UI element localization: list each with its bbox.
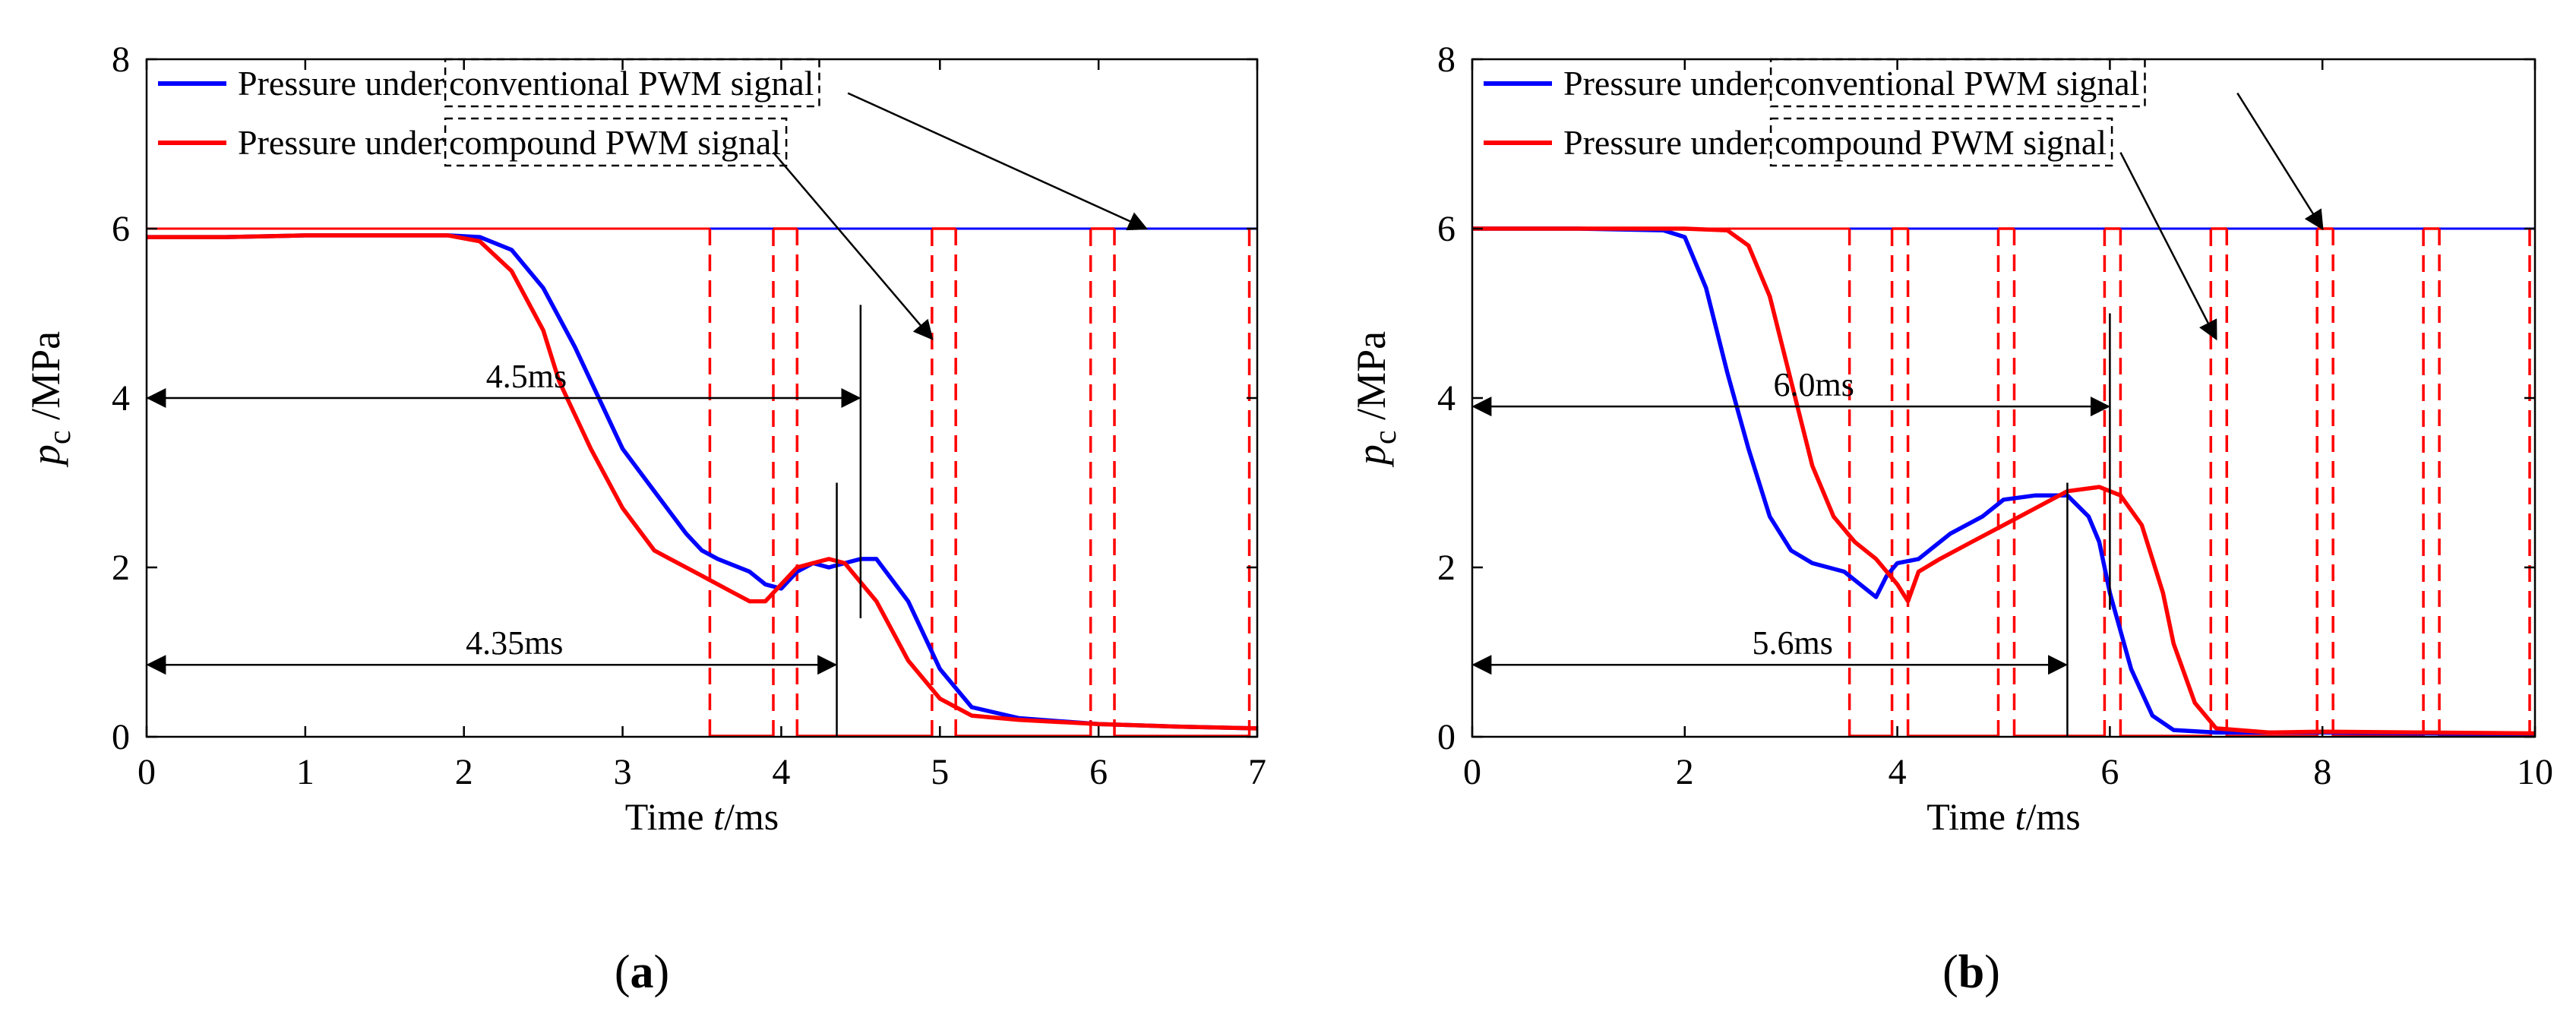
panel-label: (a)	[615, 946, 669, 998]
y-tick-label: 0	[112, 717, 130, 757]
legend-dashed-box-compound	[444, 117, 788, 167]
duration-label-long: 6.0ms	[1774, 366, 1854, 403]
legend-label-conventional: Pressure under	[238, 64, 444, 103]
x-tick-label: 5	[931, 752, 949, 792]
callout-arrow-compound	[2119, 152, 2217, 341]
y-tick-label: 4	[112, 378, 130, 419]
y-tick-label: 2	[1437, 548, 1456, 588]
legend-label-conventional: Pressure under	[1563, 64, 1770, 103]
series-conventional-line	[1472, 226, 2536, 737]
y-axis-label: pc /MPa	[23, 331, 77, 468]
y-tick-label: 8	[1437, 39, 1456, 80]
x-tick-label: 4	[1889, 752, 1907, 792]
x-tick-label: 1	[296, 752, 314, 792]
legend-boxed-label-conventional: conventional PWM signal	[449, 64, 814, 103]
legend-boxed-label-conventional: conventional PWM signal	[1775, 64, 2139, 103]
panel-label: (b)	[1942, 946, 2000, 998]
x-tick-label: 6	[1089, 752, 1108, 792]
x-axis-label: Time t/ms	[1926, 795, 2080, 838]
duration-label-short: 4.35ms	[466, 624, 563, 662]
series-compound-line	[1472, 226, 2536, 736]
panel-a-chart: 4.5ms 4.35ms Pressure under conventional P…	[23, 39, 1266, 998]
series-conventional-line	[147, 233, 1258, 731]
callout-arrow-conventional	[847, 92, 1149, 231]
legend-boxed-label-compound: compound PWM signal	[449, 123, 781, 162]
callout-arrow-conventional	[2236, 92, 2324, 231]
x-tick-label: 2	[1676, 752, 1694, 792]
legend-boxed-label-compound: compound PWM signal	[1775, 123, 2107, 162]
x-tick-label: 2	[455, 752, 473, 792]
legend-label-compound: Pressure under	[238, 123, 444, 162]
callout-arrow-compound	[773, 151, 934, 340]
x-tick-label: 3	[614, 752, 632, 792]
duration-label-short: 5.6ms	[1753, 624, 1833, 662]
x-tick-label: 0	[1463, 752, 1481, 792]
duration-label-long: 4.5ms	[486, 358, 567, 395]
legend-dashed-box-compound	[1769, 117, 2113, 167]
panel-b-chart: 6.0ms 5.6ms Pressure under conventional PW…	[1348, 39, 2553, 998]
y-tick-label: 8	[112, 39, 130, 80]
x-tick-label: 6	[2100, 752, 2119, 792]
x-axis-label: Time t/ms	[625, 795, 779, 838]
y-tick-label: 4	[1437, 378, 1456, 419]
legend-label-compound: Pressure under	[1563, 123, 1770, 162]
x-tick-label: 0	[137, 752, 156, 792]
x-tick-label: 4	[772, 752, 790, 792]
y-tick-label: 6	[1437, 209, 1456, 249]
y-axis-label: pc /MPa	[1348, 331, 1403, 468]
y-tick-label: 0	[1437, 717, 1456, 757]
series-compound-line	[147, 233, 1258, 731]
x-tick-label: 7	[1248, 752, 1266, 792]
x-tick-label: 8	[2313, 752, 2331, 792]
y-tick-label: 2	[112, 548, 130, 588]
x-tick-label: 10	[2517, 752, 2553, 792]
y-tick-label: 6	[112, 209, 130, 249]
